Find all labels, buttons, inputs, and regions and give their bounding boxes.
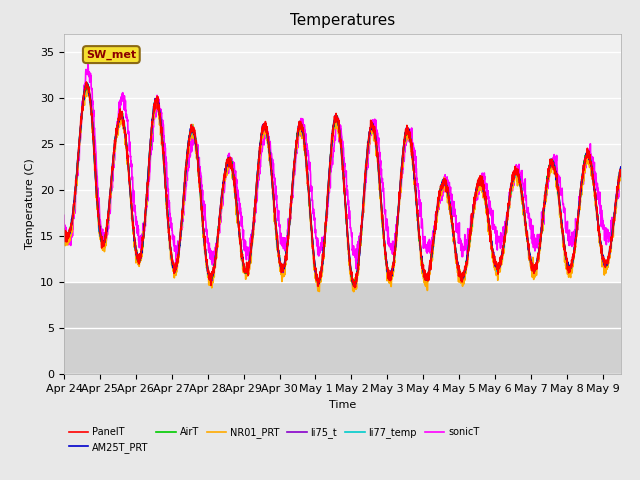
li77_temp [346, 258, 354, 264]
AirT [346, 258, 354, 264]
li77_temp [84, 80, 92, 86]
Line: li77_temp: li77_temp [64, 83, 621, 286]
AirT [83, 82, 91, 88]
sonicT [93, 173, 100, 179]
NR01_PRT [426, 265, 434, 271]
Title: Temperatures: Temperatures [290, 13, 395, 28]
li77_temp [598, 245, 605, 251]
li77_temp [60, 231, 68, 237]
AirT [598, 249, 605, 254]
li77_temp [351, 283, 358, 288]
NR01_PRT [60, 235, 68, 240]
AM25T_PRT [426, 261, 434, 266]
PanelT [426, 264, 434, 270]
AirT [617, 168, 625, 173]
AirT [93, 193, 100, 199]
sonicT [353, 266, 360, 272]
li77_temp [617, 166, 625, 171]
Bar [64, 282, 621, 374]
AM25T_PRT [83, 81, 91, 86]
li75_t [83, 81, 90, 86]
li75_t [532, 264, 540, 269]
PanelT [598, 248, 605, 253]
PanelT [93, 197, 100, 203]
Line: NR01_PRT: NR01_PRT [64, 85, 621, 291]
li75_t [93, 195, 100, 201]
X-axis label: Time: Time [329, 400, 356, 409]
AirT [60, 228, 68, 234]
AM25T_PRT [532, 264, 540, 270]
li75_t [598, 251, 605, 256]
AM25T_PRT [93, 195, 100, 201]
PanelT [83, 79, 90, 85]
sonicT [346, 212, 354, 217]
Y-axis label: Temperature (C): Temperature (C) [24, 158, 35, 250]
li77_temp [426, 264, 434, 270]
AM25T_PRT [617, 164, 625, 170]
AirT [351, 283, 359, 288]
Line: AirT: AirT [64, 85, 621, 286]
AM25T_PRT [346, 257, 354, 263]
sonicT [598, 214, 605, 219]
PanelT [617, 168, 625, 173]
Line: li75_t: li75_t [64, 84, 621, 286]
Line: PanelT: PanelT [64, 82, 621, 288]
sonicT [532, 241, 540, 247]
li77_temp [532, 264, 540, 270]
Line: AM25T_PRT: AM25T_PRT [64, 84, 621, 286]
NR01_PRT [316, 288, 323, 294]
AirT [532, 264, 540, 270]
AirT [410, 160, 417, 166]
li75_t [350, 283, 358, 289]
NR01_PRT [93, 203, 100, 209]
li75_t [617, 164, 625, 170]
sonicT [60, 213, 68, 218]
Legend: PanelT, AM25T_PRT, AirT, NR01_PRT, li75_t, li77_temp, sonicT: PanelT, AM25T_PRT, AirT, NR01_PRT, li75_… [69, 427, 479, 453]
PanelT [351, 285, 358, 290]
AM25T_PRT [410, 159, 417, 165]
Line: sonicT: sonicT [64, 61, 621, 269]
AirT [426, 264, 434, 269]
sonicT [617, 171, 625, 177]
li75_t [426, 264, 434, 269]
AM25T_PRT [60, 231, 68, 237]
NR01_PRT [81, 83, 89, 88]
NR01_PRT [346, 271, 354, 276]
li77_temp [410, 163, 417, 168]
li75_t [346, 260, 354, 265]
sonicT [84, 58, 92, 64]
NR01_PRT [532, 272, 540, 277]
AM25T_PRT [598, 252, 605, 257]
Text: SW_met: SW_met [86, 49, 136, 60]
sonicT [410, 140, 417, 146]
AM25T_PRT [350, 283, 358, 288]
NR01_PRT [410, 161, 417, 167]
NR01_PRT [598, 252, 605, 258]
NR01_PRT [617, 169, 625, 175]
li75_t [60, 230, 68, 236]
li75_t [410, 160, 417, 166]
PanelT [60, 226, 68, 232]
li77_temp [93, 193, 100, 199]
PanelT [346, 256, 354, 262]
sonicT [426, 250, 434, 255]
PanelT [532, 264, 540, 270]
PanelT [410, 160, 417, 166]
